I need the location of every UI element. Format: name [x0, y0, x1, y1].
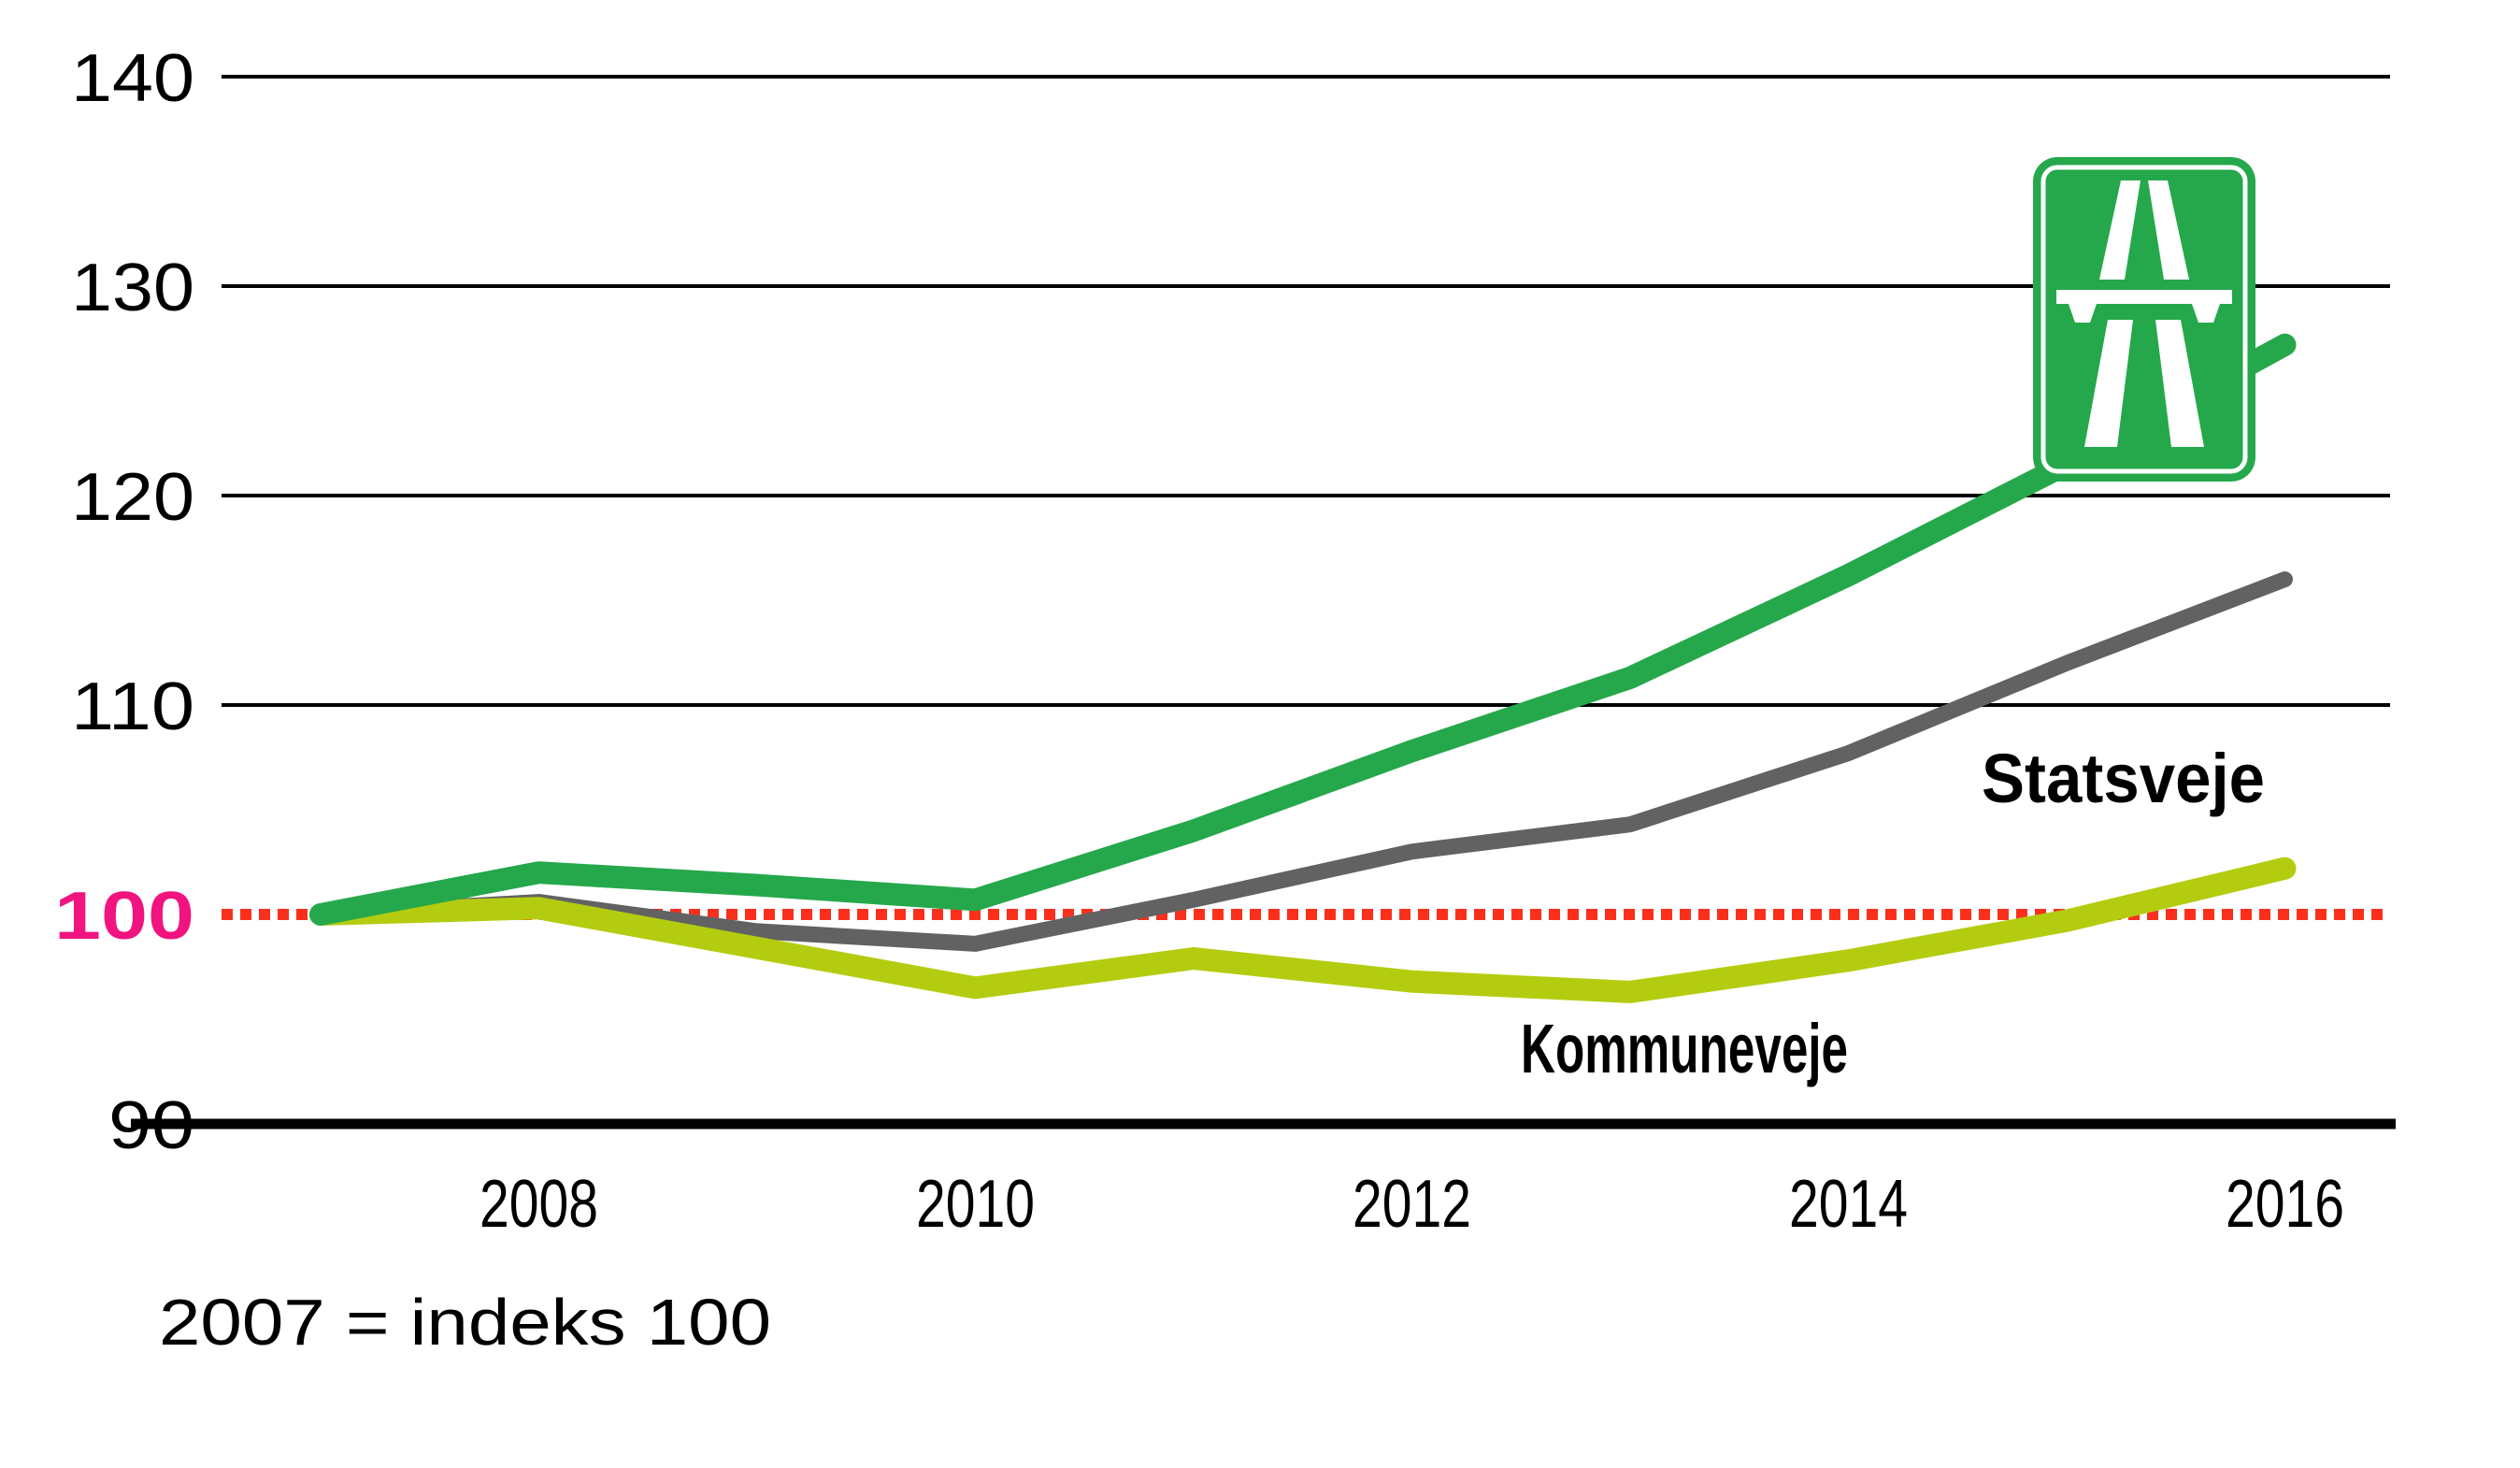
series-line-statsveje: [312, 571, 2293, 952]
series-line-motorveje: [309, 333, 2297, 926]
series-lines: [309, 333, 2297, 1003]
gridlines: [131, 75, 2396, 1130]
x-tick-label-2014: 2014: [1789, 1167, 1908, 1242]
x-tick-label-2016: 2016: [2226, 1167, 2344, 1242]
statsveje-series-label: Statsveje: [1982, 740, 2265, 817]
y-tick-label-120: 120: [71, 460, 194, 535]
y-tick-label-110: 110: [71, 669, 194, 744]
x-tick-label-2010: 2010: [916, 1167, 1035, 1242]
index-base-footnote: 2007 = indeks 100: [159, 1286, 771, 1359]
series-line-kommuneveje: [309, 856, 2297, 1003]
motorway-pictogram: [2056, 180, 2232, 447]
axis-labels: 90 100 110 120 130 140 2008 2010 2012 2014 2016: [54, 41, 2344, 1242]
y-tick-label-130: 130: [71, 251, 194, 325]
kommuneveje-series-label: Kommuneveje: [1521, 1010, 1848, 1087]
y-tick-label-140: 140: [71, 41, 194, 116]
y-tick-label-100: 100: [54, 879, 194, 954]
x-tick-label-2012: 2012: [1353, 1167, 1471, 1242]
sign-inner-border: [2040, 165, 2248, 474]
motorway-sign-icon: [2033, 157, 2255, 482]
y-tick-label-90: 90: [108, 1088, 194, 1163]
x-tick-label-2008: 2008: [480, 1167, 598, 1242]
